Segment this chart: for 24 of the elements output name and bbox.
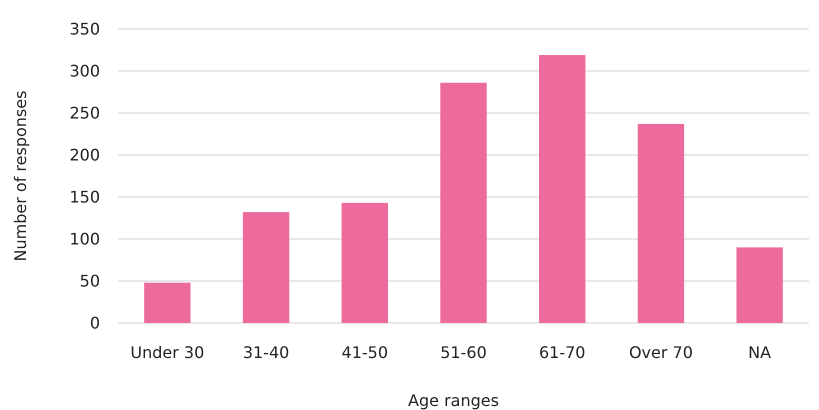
y-tick-label: 50 <box>80 272 100 291</box>
y-tick-label: 150 <box>69 188 100 207</box>
y-tick-label: 200 <box>69 146 100 165</box>
y-axis-title: Number of responses <box>11 90 30 262</box>
bar <box>144 282 191 323</box>
x-tick-label: 31-40 <box>242 343 290 362</box>
y-tick-label: 300 <box>69 62 100 81</box>
y-tick-label: 350 <box>69 20 100 39</box>
y-tick-label: 0 <box>90 314 100 333</box>
y-tick-label: 250 <box>69 104 100 123</box>
bar <box>638 124 684 323</box>
bar <box>242 212 290 323</box>
x-tick-label: 61-70 <box>538 343 586 362</box>
x-tick-label: Under 30 <box>130 343 204 362</box>
bar <box>736 247 783 323</box>
bar <box>539 55 586 323</box>
x-tick-label: 41-50 <box>342 343 388 362</box>
y-tick-label: 100 <box>69 230 100 249</box>
x-axis-title: Age ranges <box>408 391 499 410</box>
x-tick-label: NA <box>748 343 772 362</box>
bar <box>440 82 487 323</box>
x-tick-label: 51-60 <box>440 343 487 362</box>
x-tick-label: Over 70 <box>628 343 693 362</box>
bar <box>342 202 388 323</box>
